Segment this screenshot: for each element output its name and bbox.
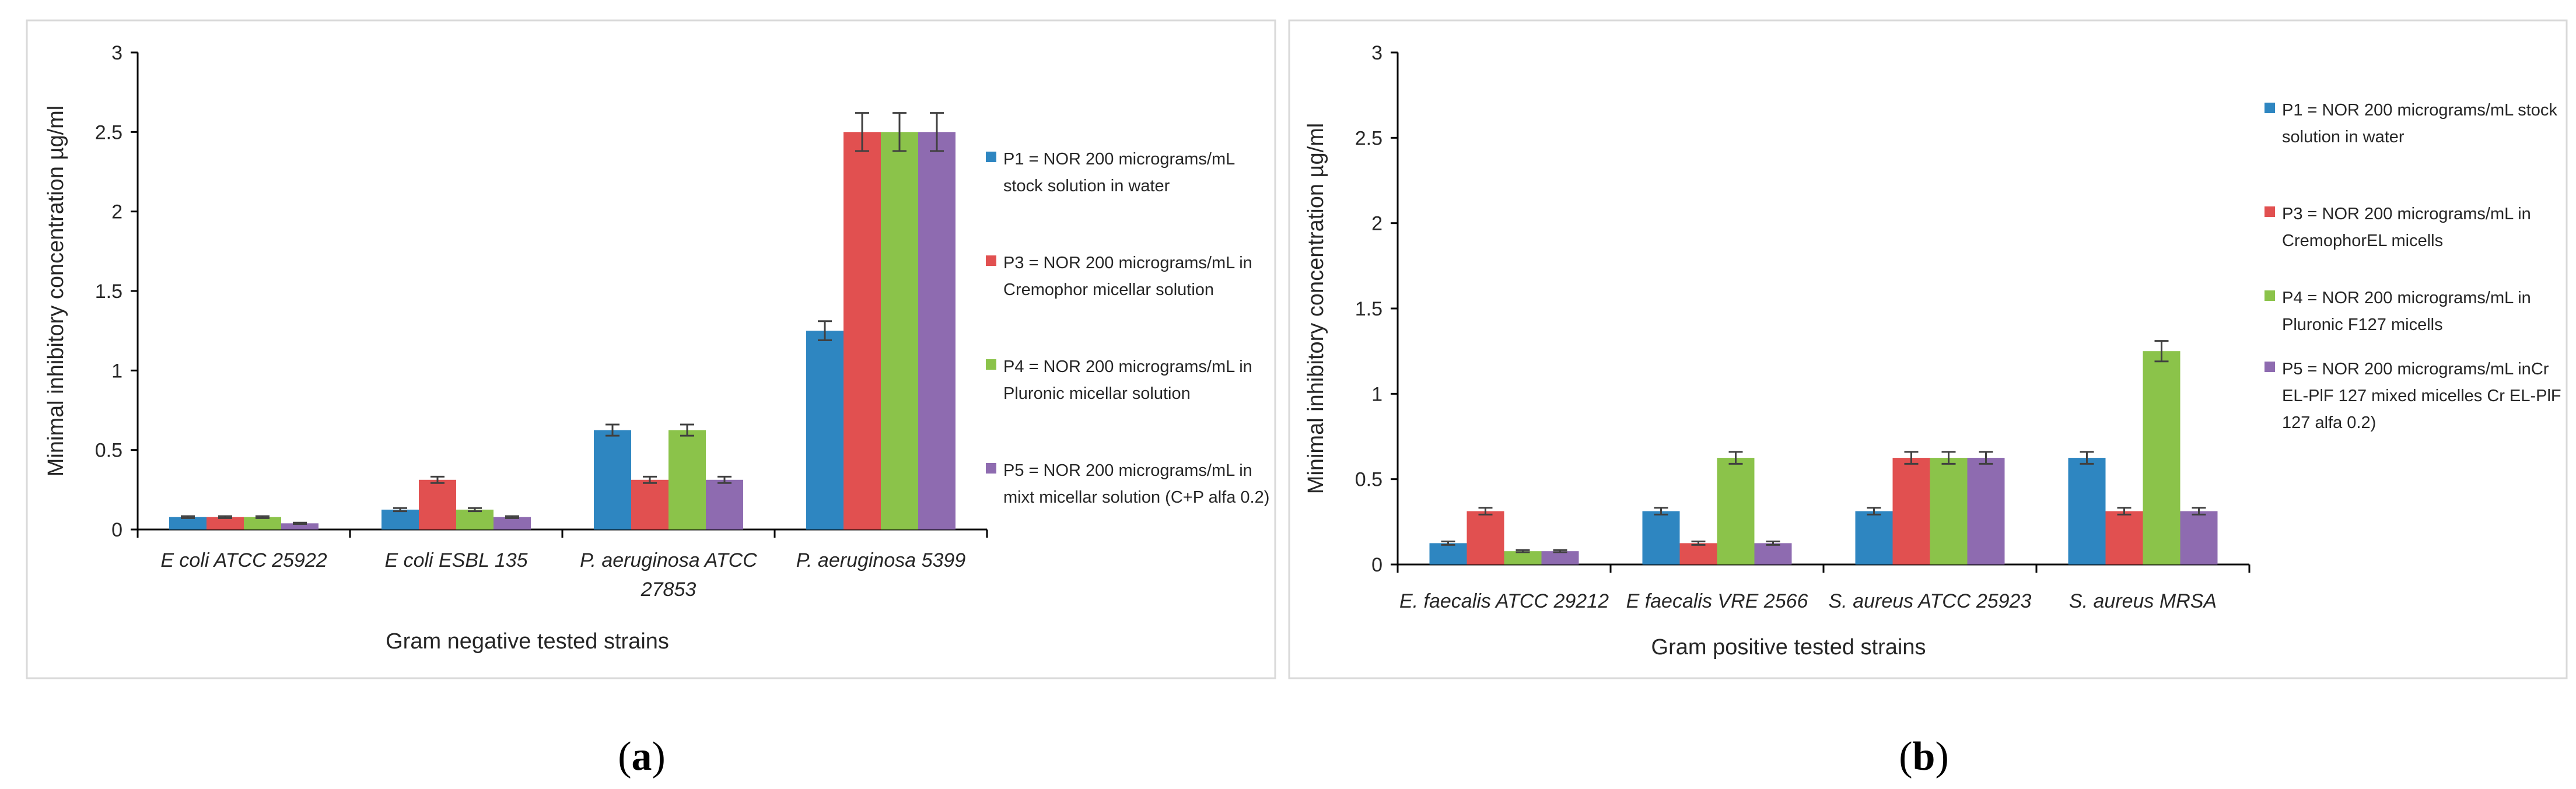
chart-a-y-tick-label: 3 xyxy=(111,42,123,64)
chart-a-bar-p1 xyxy=(806,331,844,529)
chart-a-legend-swatch-p3 xyxy=(986,255,996,266)
chart-a-bar-p4 xyxy=(456,509,494,529)
chart-b-y-tick-label: 1.5 xyxy=(1355,298,1382,320)
chart-a-bar-p4 xyxy=(668,430,706,529)
chart-b-legend-label: P1 = NOR 200 micrograms/mL stock xyxy=(2282,101,2557,120)
chart-b-panel-label: (b) xyxy=(1899,734,1949,779)
chart-a-y-axis-title: Minimal inhibitory concentration µg/ml xyxy=(44,106,68,476)
chart-a-bar-p3 xyxy=(419,479,456,529)
chart-b-bar-p5 xyxy=(2180,511,2218,564)
chart-b-y-tick-label: 0.5 xyxy=(1355,469,1382,491)
chart-a-y-tick-label: 2.5 xyxy=(95,121,123,143)
chart-panel-b: 0 0.5 1 1.5 2 2.5 3 E. faecalis ATCC 29212 E fae… xyxy=(1304,42,2561,779)
panel-b-frame xyxy=(1288,19,2568,679)
chart-a-x-axis-title: Gram negative tested strains xyxy=(386,629,669,654)
chart-a-bar-p3 xyxy=(844,132,881,530)
chart-b-legend-label: EL-PlF 127 mixed micelles Cr EL-PlF xyxy=(2282,387,2561,405)
chart-a-y-tick-label: 1 xyxy=(111,360,123,382)
chart-b-legend-swatch-p4 xyxy=(2264,290,2275,301)
chart-a-category-label: E coli ESBL 135 xyxy=(384,549,527,571)
chart-a-bar-p5 xyxy=(494,517,531,529)
chart-a-bar-p5 xyxy=(706,479,743,529)
chart-b-legend-label: CremophorEL micells xyxy=(2282,232,2443,250)
chart-b-x-axis-title: Gram positive tested strains xyxy=(1651,635,1926,660)
chart-b-bar-p4 xyxy=(1717,458,1755,564)
chart-a-y-tick-label: 0 xyxy=(111,519,123,541)
chart-b-y-tick-label: 2 xyxy=(1371,213,1382,235)
chart-a-legend-label: Pluronic micellar solution xyxy=(1003,384,1191,403)
chart-a-category-label: E coli ATCC 25922 xyxy=(160,549,327,571)
chart-a-legend-label: P1 = NOR 200 micrograms/mL xyxy=(1003,150,1235,169)
chart-a-bar-p3 xyxy=(206,517,244,529)
chart-a-bar-p1 xyxy=(169,517,206,529)
chart-b-bar-p3 xyxy=(1679,543,1717,564)
chart-b-y-tick-label: 2.5 xyxy=(1355,127,1382,149)
chart-b-category-label: S. aureus ATCC 25923 xyxy=(1829,590,2032,612)
chart-a-bar-p1 xyxy=(382,509,419,529)
chart-a-category-label: P. aeruginosa ATCC xyxy=(580,549,757,571)
chart-b-bar-p4 xyxy=(2143,351,2180,564)
chart-b-y-tick-label: 3 xyxy=(1371,42,1382,64)
chart-a-y-tick-label: 1.5 xyxy=(95,280,123,303)
chart-b-category-label: E faecalis VRE 2566 xyxy=(1626,590,1808,612)
chart-a-y-tick-label: 0.5 xyxy=(95,440,123,462)
chart-a-bar-p3 xyxy=(631,479,668,529)
chart-b-y-tick-label: 1 xyxy=(1371,383,1382,405)
chart-a-bar-p5 xyxy=(918,132,956,530)
chart-a-legend-swatch-p4 xyxy=(986,359,996,370)
chart-b-category-label: S. aureus MRSA xyxy=(2069,590,2217,612)
chart-b-bar-p1 xyxy=(1855,511,1893,564)
chart-b-legend-label: P4 = NOR 200 micrograms/mL in xyxy=(2282,289,2531,307)
chart-a-legend-label: stock solution in water xyxy=(1003,177,1170,195)
chart-b-bar-p3 xyxy=(2105,511,2143,564)
chart-a-bar-p1 xyxy=(594,430,631,529)
chart-a-legend-label: P5 = NOR 200 micrograms/mL in xyxy=(1003,461,1252,480)
chart-b-y-tick-label: 0 xyxy=(1371,554,1382,576)
chart-a-bar-p4 xyxy=(881,132,918,530)
chart-a-legend-swatch-p1 xyxy=(986,152,996,162)
chart-a-legend-label: Cremophor micellar solution xyxy=(1003,280,1214,299)
chart-b-legend-label: P3 = NOR 200 micrograms/mL in xyxy=(2282,205,2531,223)
chart-b-category-label: E. faecalis ATCC 29212 xyxy=(1399,590,1609,612)
chart-b-bar-p1 xyxy=(1642,511,1680,564)
chart-b-bar-p5 xyxy=(1754,543,1792,564)
chart-a-y-tick-label: 2 xyxy=(111,201,123,223)
chart-panel-a: 0 0.5 1 1.5 2 2.5 3 E coli ATCC 25922 E coli ESB… xyxy=(44,42,1269,779)
chart-a-legend-label: P3 = NOR 200 micrograms/mL in xyxy=(1003,254,1252,272)
chart-b-bar-p5 xyxy=(1541,551,1579,564)
chart-b-legend-label: solution in water xyxy=(2282,128,2404,146)
chart-b-legend-label: P5 = NOR 200 micrograms/mL inCr xyxy=(2282,360,2549,378)
chart-a-legend-label: P4 = NOR 200 micrograms/mL in xyxy=(1003,357,1252,376)
chart-b-legend-swatch-p3 xyxy=(2264,206,2275,217)
chart-a-panel-label: (a) xyxy=(618,734,666,779)
chart-b-bar-p4 xyxy=(1930,458,1968,564)
chart-a-legend-swatch-p5 xyxy=(986,463,996,474)
chart-b-legend-label: 127 alfa 0.2) xyxy=(2282,413,2376,432)
chart-b-bar-p3 xyxy=(1466,511,1504,564)
chart-b-bar-p5 xyxy=(1967,458,2005,564)
chart-a-bar-p5 xyxy=(281,523,318,529)
chart-a-legend-label: mixt micellar solution (C+P alfa 0.2) xyxy=(1003,488,1269,507)
panel-a-frame xyxy=(26,19,1276,679)
chart-b-bar-p4 xyxy=(1504,551,1542,564)
chart-a-bar-p4 xyxy=(244,517,281,529)
chart-b-bar-p1 xyxy=(2068,458,2106,564)
chart-b-legend-swatch-p5 xyxy=(2264,362,2275,372)
chart-a-category-label: 27853 xyxy=(640,578,696,601)
chart-b-bar-p3 xyxy=(1892,458,1930,564)
chart-b-y-axis-title: Minimal inhibitory concentration µg/ml xyxy=(1304,123,1328,494)
chart-b-legend-label: Pluronic F127 micells xyxy=(2282,315,2443,334)
chart-b-bar-p1 xyxy=(1429,543,1467,564)
chart-b-legend-swatch-p1 xyxy=(2264,103,2275,113)
chart-a-category-label: P. aeruginosa 5399 xyxy=(796,549,966,571)
